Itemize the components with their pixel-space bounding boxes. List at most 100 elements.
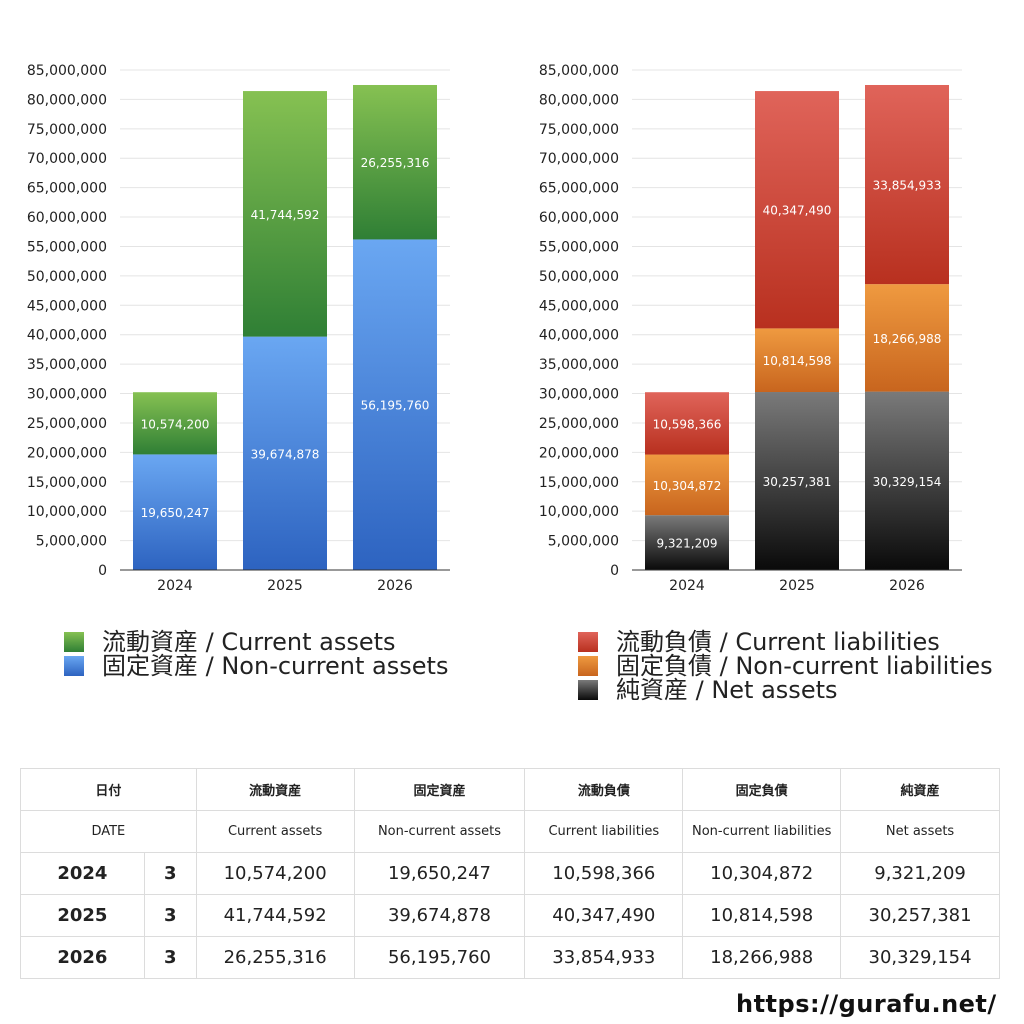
cell-net-assets: 9,321,209 <box>840 852 1000 895</box>
bar-non-current-assets-2026 <box>353 239 437 570</box>
table-header-row-jp: 日付 流動資産 固定資産 流動負債 固定負債 純資産 <box>20 768 1000 811</box>
cell-current-assets: 26,255,316 <box>195 936 355 979</box>
legend-swatch-non-current-assets <box>64 656 84 676</box>
bar-non-current-liabilities-2025 <box>755 328 839 393</box>
header-non-current-liabilities-en: Non-current liabilities <box>682 810 842 853</box>
bar-current-assets-2026 <box>353 84 437 240</box>
header-non-current-liabilities-jp: 固定負債 <box>682 768 842 811</box>
bar-non-current-assets-2025 <box>243 336 327 570</box>
bar-net-assets-2024 <box>645 515 729 570</box>
y-tick-label: 15,000,000 <box>539 475 619 491</box>
bar-current-assets-2024 <box>133 392 217 455</box>
data-label: 18,266,988 <box>873 332 942 346</box>
y-tick-label: 45,000,000 <box>27 298 107 314</box>
bar-net-assets-2025 <box>755 392 839 570</box>
bar-current-liabilities-2026 <box>865 84 949 285</box>
bar-non-current-liabilities-2024 <box>645 454 729 516</box>
y-tick-label: 35,000,000 <box>27 357 107 373</box>
legend-swatch-current-liabilities <box>578 632 598 652</box>
y-tick-label: 65,000,000 <box>539 181 619 197</box>
data-label: 19,650,247 <box>141 506 210 520</box>
y-tick-label: 65,000,000 <box>27 181 107 197</box>
data-label: 10,814,598 <box>763 354 832 368</box>
data-label: 10,304,872 <box>653 479 722 493</box>
header-date-en: DATE <box>20 810 197 853</box>
x-tick-label: 2024 <box>157 578 193 594</box>
data-label: 10,598,366 <box>653 417 722 431</box>
table-row: 2025 3 41,744,592 39,674,878 40,347,490 … <box>20 894 1000 937</box>
row-month: 3 <box>143 852 197 895</box>
liabilities-chart: 0 5,000,000 10,000,000 15,000,000 20,000,000… <box>539 63 962 594</box>
cell-net-assets: 30,257,381 <box>840 894 1000 937</box>
y-tick-label: 80,000,000 <box>27 92 107 108</box>
y-tick-label: 85,000,000 <box>539 63 619 79</box>
assets-chart: 0 5,000,000 10,000,000 15,000,000 20,000,000… <box>27 63 450 594</box>
cell-non-current-liabilities: 18,266,988 <box>682 936 842 979</box>
site-url: https://gurafu.net/ <box>736 990 997 1018</box>
data-label: 30,329,154 <box>873 475 942 489</box>
header-current-assets-en: Current assets <box>195 810 355 853</box>
y-tick-label: 25,000,000 <box>539 416 619 432</box>
bar-current-liabilities-2025 <box>755 91 839 329</box>
y-tick-label: 80,000,000 <box>539 92 619 108</box>
legend-item-current-assets: 流動資産 / Current assets <box>64 630 448 654</box>
data-label: 41,744,592 <box>251 208 320 222</box>
y-tick-label: 75,000,000 <box>539 122 619 138</box>
data-label: 33,854,933 <box>873 179 942 193</box>
legend-item-non-current-liabilities: 固定負債 / Non-current liabilities <box>578 654 993 678</box>
x-tick-label: 2025 <box>267 578 303 594</box>
header-net-assets-jp: 純資産 <box>840 768 1000 811</box>
bar-current-assets-2025 <box>243 91 327 337</box>
y-tick-label: 5,000,000 <box>36 534 107 550</box>
cell-current-liabilities: 10,598,366 <box>524 852 684 895</box>
x-tick-label: 2024 <box>669 578 705 594</box>
data-table: 日付 流動資産 固定資産 流動負債 固定負債 純資産 DATE Current … <box>20 768 1000 979</box>
data-label: 9,321,209 <box>656 537 717 551</box>
y-tick-label: 50,000,000 <box>539 269 619 285</box>
cell-non-current-assets: 39,674,878 <box>353 894 526 937</box>
y-tick-label: 10,000,000 <box>539 504 619 520</box>
y-tick-label: 15,000,000 <box>27 475 107 491</box>
legend-swatch-non-current-liabilities <box>578 656 598 676</box>
y-tick-label: 50,000,000 <box>27 269 107 285</box>
bar-non-current-assets-2024 <box>133 454 217 570</box>
y-tick-label: 40,000,000 <box>27 328 107 344</box>
row-year: 2026 <box>20 936 145 979</box>
data-label: 10,574,200 <box>141 417 210 431</box>
cell-current-assets: 10,574,200 <box>195 852 355 895</box>
liabilities-legend: 流動負債 / Current liabilities 固定負債 / Non-cu… <box>578 630 993 702</box>
cell-current-assets: 41,744,592 <box>195 894 355 937</box>
legend-item-non-current-assets: 固定資産 / Non-current assets <box>64 654 448 678</box>
row-year: 2024 <box>20 852 145 895</box>
y-tick-label: 85,000,000 <box>27 63 107 79</box>
header-date-jp: 日付 <box>20 768 197 811</box>
y-tick-label: 75,000,000 <box>27 122 107 138</box>
legend-label-non-current-assets: 固定資産 / Non-current assets <box>102 652 449 680</box>
bar-net-assets-2026 <box>865 391 949 570</box>
legend-label-net-assets: 純資産 / Net assets <box>616 676 838 704</box>
y-tick-label: 30,000,000 <box>539 387 619 403</box>
data-label: 30,257,381 <box>763 475 832 489</box>
row-month: 3 <box>143 936 197 979</box>
cell-non-current-liabilities: 10,304,872 <box>682 852 842 895</box>
bar-current-liabilities-2024 <box>645 392 729 455</box>
assets-legend: 流動資産 / Current assets 固定資産 / Non-current… <box>64 630 448 678</box>
legend-swatch-net-assets <box>578 680 598 700</box>
y-tick-label: 10,000,000 <box>27 504 107 520</box>
legend-label-current-liabilities: 流動負債 / Current liabilities <box>616 628 940 656</box>
legend-label-non-current-liabilities: 固定負債 / Non-current liabilities <box>616 652 993 680</box>
header-current-assets-jp: 流動資産 <box>195 768 355 811</box>
y-tick-label: 25,000,000 <box>27 416 107 432</box>
cell-non-current-assets: 19,650,247 <box>353 852 526 895</box>
header-net-assets-en: Net assets <box>840 810 1000 853</box>
x-tick-label: 2026 <box>889 578 925 594</box>
data-label: 26,255,316 <box>361 156 430 170</box>
y-tick-label: 20,000,000 <box>539 445 619 461</box>
data-label: 40,347,490 <box>763 204 832 218</box>
y-tick-label: 55,000,000 <box>539 239 619 255</box>
x-tick-label: 2025 <box>779 578 815 594</box>
table-row: 2026 3 26,255,316 56,195,760 33,854,933 … <box>20 936 1000 979</box>
legend-item-net-assets: 純資産 / Net assets <box>578 678 993 702</box>
y-tick-label: 55,000,000 <box>27 239 107 255</box>
legend-item-current-liabilities: 流動負債 / Current liabilities <box>578 630 993 654</box>
